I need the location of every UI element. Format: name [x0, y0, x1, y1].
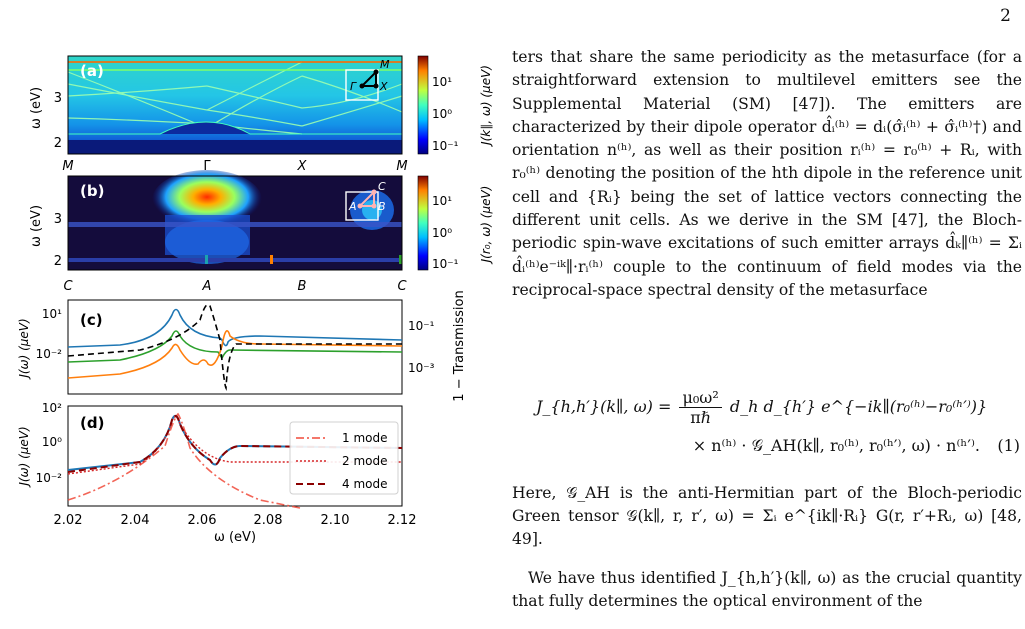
- svg-text:M: M: [396, 159, 407, 174]
- svg-text:2: 2: [54, 254, 62, 269]
- colorbar-a-label: J(k∥, ω) (μeV): [479, 65, 493, 147]
- body-paragraph-1: ters that share the same periodicity as …: [512, 48, 1022, 299]
- svg-text:3: 3: [54, 212, 62, 227]
- colorbar-a: [417, 55, 429, 155]
- panel-d-xlabel: ω (eV): [214, 530, 256, 545]
- svg-text:2.12: 2.12: [388, 513, 417, 528]
- curve-d-4mode: [67, 414, 403, 473]
- panel-b-label: (b): [80, 182, 104, 200]
- panel-c-ylabel: J(ω) (μeV): [17, 318, 31, 379]
- svg-text:10⁰: 10⁰: [432, 226, 452, 240]
- svg-text:2 mode: 2 mode: [342, 454, 387, 468]
- panel-a-ylabel: ω (eV): [29, 87, 44, 129]
- panel-a: (a) Γ X M ω (eV) 3 2 M Γ X M 10¹ 10⁰ 10⁻…: [29, 55, 493, 174]
- svg-text:3: 3: [54, 91, 62, 106]
- marker-c: [399, 255, 402, 264]
- curve-c-transmission: [67, 303, 402, 392]
- svg-text:10⁰: 10⁰: [432, 107, 452, 121]
- inset-a-x: X: [379, 80, 388, 93]
- svg-text:10²: 10²: [42, 401, 62, 415]
- svg-text:C: C: [63, 279, 73, 294]
- svg-text:10⁻²: 10⁻²: [36, 347, 63, 361]
- colorbar-b-label: J(r₀, ω) (μeV): [479, 186, 493, 265]
- curve-d-1mode: [67, 412, 301, 509]
- marker-b: [270, 255, 273, 264]
- panel-c: (c) J(ω) (μeV) 10¹ 10⁻² 10⁻¹ 10⁻³ 1 − Tr…: [17, 290, 467, 401]
- svg-text:M: M: [62, 159, 73, 174]
- eq-line2: × n⁽ʰ⁾ · 𝒢_AH(k∥, r₀⁽ʰ⁾, r₀⁽ʰ′⁾, ω) · n⁽…: [692, 436, 980, 455]
- svg-text:B: B: [378, 200, 386, 213]
- svg-text:10¹: 10¹: [432, 75, 452, 89]
- curve-c-orange: [67, 330, 403, 379]
- panel-d-label: (d): [80, 414, 104, 432]
- body-paragraph-2: Here, 𝒢_AH is the anti-Hermitian part of…: [512, 483, 1022, 611]
- svg-text:1 mode: 1 mode: [342, 431, 387, 445]
- eq-fraction: μ₀ω² πℏ: [679, 388, 722, 427]
- svg-text:10¹: 10¹: [432, 194, 452, 208]
- inset-a-gamma: Γ: [350, 80, 357, 93]
- svg-text:10⁻¹: 10⁻¹: [432, 257, 459, 271]
- panel-c-right-label: 1 − Transmission: [452, 290, 467, 401]
- svg-text:2.04: 2.04: [121, 513, 150, 528]
- page-number: 2: [1000, 6, 1011, 26]
- svg-text:A: A: [202, 279, 212, 294]
- svg-text:C: C: [378, 180, 386, 193]
- svg-text:2: 2: [54, 136, 62, 151]
- svg-text:C: C: [397, 279, 407, 294]
- svg-text:10⁰: 10⁰: [42, 435, 62, 449]
- svg-text:2.10: 2.10: [321, 513, 350, 528]
- svg-text:10⁻¹: 10⁻¹: [408, 319, 435, 333]
- panel-b-ylabel: ω (eV): [29, 205, 44, 247]
- colorbar-b: [417, 175, 429, 271]
- figure: (a) Γ X M ω (eV) 3 2 M Γ X M 10¹ 10⁰ 10⁻…: [17, 55, 493, 545]
- eq-rhs: d_h d_{h′} e^{−ik∥(r₀⁽ʰ⁾−r₀⁽ʰ′⁾)}: [729, 397, 988, 416]
- svg-text:2.02: 2.02: [54, 513, 83, 528]
- curve-d-2mode: [67, 416, 402, 475]
- svg-text:10⁻³: 10⁻³: [408, 361, 435, 375]
- svg-text:10¹: 10¹: [42, 307, 62, 321]
- svg-text:X: X: [297, 159, 308, 174]
- panel-c-label: (c): [80, 311, 103, 329]
- svg-text:2.08: 2.08: [254, 513, 283, 528]
- svg-text:10⁻²: 10⁻²: [36, 471, 63, 485]
- svg-text:4 mode: 4 mode: [342, 477, 387, 491]
- marker-a: [205, 255, 208, 264]
- svg-text:B: B: [298, 279, 307, 294]
- curve-c-green: [67, 330, 403, 363]
- eq-lhs: J_{h,h′}(k∥, ω) =: [536, 397, 672, 416]
- svg-text:Γ: Γ: [203, 159, 211, 174]
- panel-a-label: (a): [80, 62, 104, 80]
- svg-text:2.06: 2.06: [188, 513, 217, 528]
- panel-d: (d) 1 mode 2 mode 4 mode J(ω) (μeV) 10² …: [17, 401, 416, 545]
- panel-b: (b) A B C ω (eV) 3 2 C A B C 10¹ 10⁰ 10⁻…: [29, 170, 493, 294]
- panel-b-inset: [345, 191, 379, 221]
- panel-d-ylabel: J(ω) (μeV): [17, 426, 31, 487]
- panel-d-legend: 1 mode 2 mode 4 mode: [289, 421, 399, 495]
- curve-c-blue: [67, 308, 403, 348]
- inset-a-m: M: [380, 58, 390, 71]
- eq-number: (1): [997, 436, 1020, 455]
- svg-text:10⁻¹: 10⁻¹: [432, 139, 459, 153]
- svg-text:A: A: [348, 200, 357, 213]
